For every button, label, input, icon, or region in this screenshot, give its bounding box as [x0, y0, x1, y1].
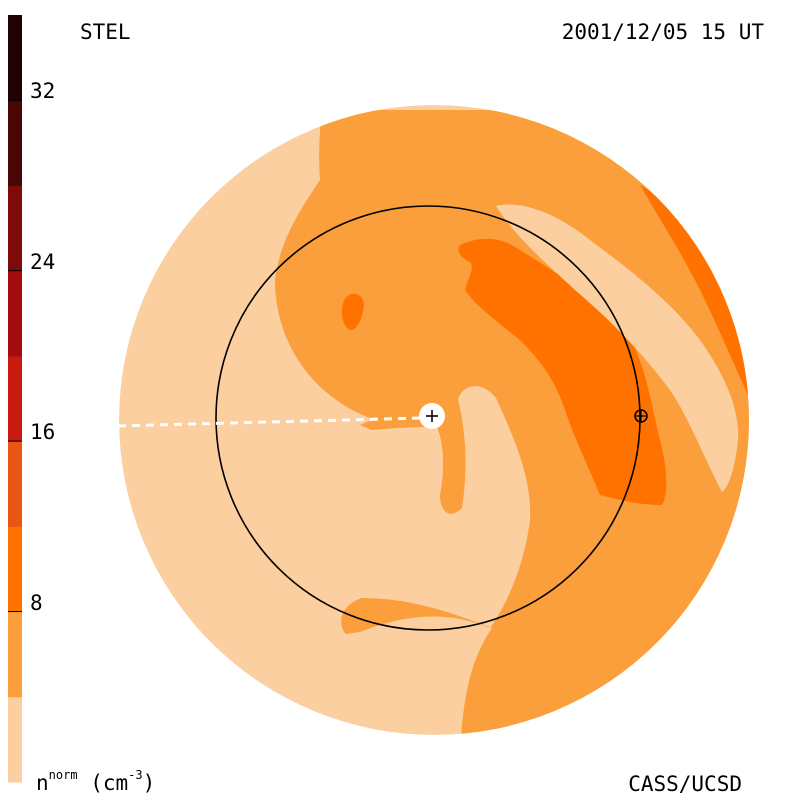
colorbar-band-4 — [8, 355, 22, 442]
colorbar-unit-label: nnorm (cm-3) — [36, 769, 156, 795]
density-region-low-streak — [496, 204, 739, 493]
colorbar-band-2 — [8, 526, 22, 613]
unit-exponent: -3 — [128, 768, 143, 782]
colorbar-band-6 — [8, 185, 22, 272]
unit-superscript: norm — [48, 768, 78, 782]
sun-marker — [419, 403, 445, 429]
unit-symbol: n — [36, 771, 49, 795]
density-disk — [119, 105, 749, 735]
colorbar-band-8 — [8, 15, 22, 101]
density-region-mid — [275, 110, 749, 735]
colorbar-band-3 — [8, 441, 22, 527]
credit-label: CASS/UCSD — [628, 772, 742, 796]
colorbar-tick-label: 16 — [30, 420, 56, 445]
colorbar-band-7 — [8, 100, 22, 186]
earth-orbit — [215, 205, 641, 631]
density-region-high — [458, 238, 667, 505]
instrument-label: STEL — [80, 20, 131, 44]
colorbar-band-5 — [8, 270, 22, 357]
colorbar — [8, 15, 22, 783]
unit-close: ) — [142, 771, 156, 795]
unit-text: (cm — [77, 771, 129, 795]
earth-marker — [634, 409, 648, 423]
colorbar-tick-label: 32 — [30, 79, 56, 104]
datetime-label: 2001/12/05 15 UT — [561, 20, 764, 44]
colorbar-band-0 — [8, 696, 22, 783]
colorbar-tick-label: 8 — [30, 590, 43, 615]
density-island — [342, 293, 364, 330]
colorbar-band-1 — [8, 611, 22, 698]
colorbar-tick-label: 24 — [30, 249, 56, 274]
